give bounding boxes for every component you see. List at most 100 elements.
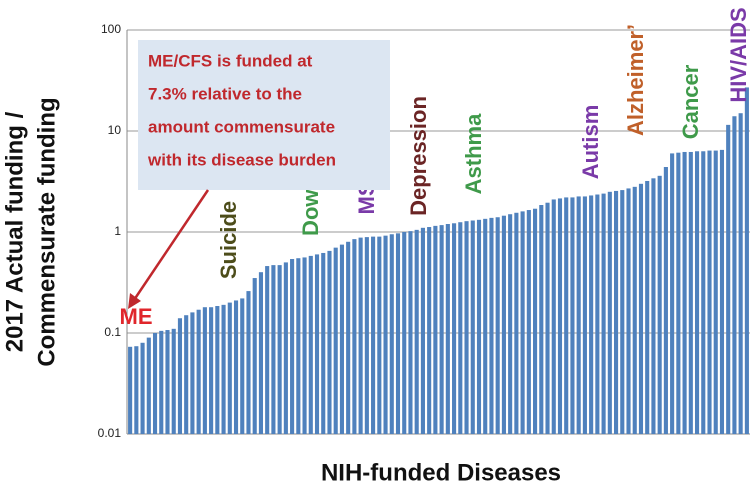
bar [252,278,257,434]
y-tick-label: 1 [114,224,121,238]
bar [209,307,214,434]
bar [620,190,625,434]
bar [159,330,164,434]
bar [290,259,295,434]
bar [514,212,519,434]
bar [277,265,282,434]
bar [215,306,220,434]
callout-box [138,40,390,190]
bar [321,252,326,434]
bar [439,225,444,434]
bar [651,178,656,434]
bar [557,198,563,434]
bar [246,291,251,434]
bar [582,196,587,434]
bar [570,197,575,434]
y-axis-title: Commensurate funding [33,97,60,366]
bar [184,315,189,434]
callout-text: amount commensurate [148,117,335,136]
bar [464,221,469,434]
bar [177,318,183,434]
bar [327,250,332,434]
disease-label: HIV/AIDS [726,7,751,102]
bar [470,220,475,434]
bar [657,175,662,434]
bar [414,229,419,434]
bar [738,113,743,434]
bar [545,202,550,434]
bar [476,219,482,434]
bar [358,237,363,434]
y-tick-label: 10 [108,123,122,137]
bar [601,193,606,434]
callout-text: ME/CFS is funded at [148,51,313,70]
bar [663,167,668,434]
bar [377,236,382,434]
bar [346,241,351,434]
callout-arrow [132,189,210,301]
bar [613,190,619,434]
bar [265,266,270,434]
bar [713,150,718,435]
bar [632,186,637,434]
bar [389,234,394,434]
y-tick-label: 0.01 [98,426,122,440]
bar [682,151,687,434]
bar [445,224,450,434]
bar [258,272,264,434]
bar [427,227,432,434]
bar [452,223,457,434]
bar [383,235,388,434]
bar [333,247,338,434]
y-tick-label: 100 [101,22,121,36]
bar [171,328,176,434]
arrow-head [128,293,141,309]
bar [433,225,438,434]
bar [595,194,600,434]
bar [539,205,544,434]
bar [364,237,369,434]
bar [271,265,276,434]
bar [638,183,644,434]
bar [719,149,725,434]
bar [420,227,425,434]
bar [395,233,401,434]
disease-label: Cancer [678,64,703,139]
bar [495,217,500,434]
bar [146,337,151,434]
bar [694,151,700,434]
disease-label: Depression [406,96,431,216]
callout-text: with its disease burden [147,150,336,169]
bar [458,222,463,434]
bar [607,191,612,434]
bar [352,239,357,434]
bar [520,211,525,434]
bar [233,300,239,434]
disease-label: ME [120,304,153,329]
bar [190,312,195,434]
bar [202,307,207,434]
bar [165,330,170,434]
bar [551,199,556,434]
bar [670,153,675,434]
bar [221,304,226,434]
bar [308,255,313,434]
bar [134,346,139,434]
bar [408,231,413,434]
bar [128,346,133,434]
x-axis-title: NIH-funded Diseases [321,459,561,486]
bar [726,124,731,435]
bar [564,197,569,434]
bar [676,152,681,434]
bar [240,298,245,434]
bar [302,257,307,434]
bar [501,215,506,434]
bar [339,244,344,434]
bar [576,196,581,434]
bar [533,208,538,434]
bar [152,333,158,434]
disease-label: Autism [578,105,603,180]
y-axis-title: 2017 Actual funding / [1,111,28,352]
bar [314,254,320,434]
